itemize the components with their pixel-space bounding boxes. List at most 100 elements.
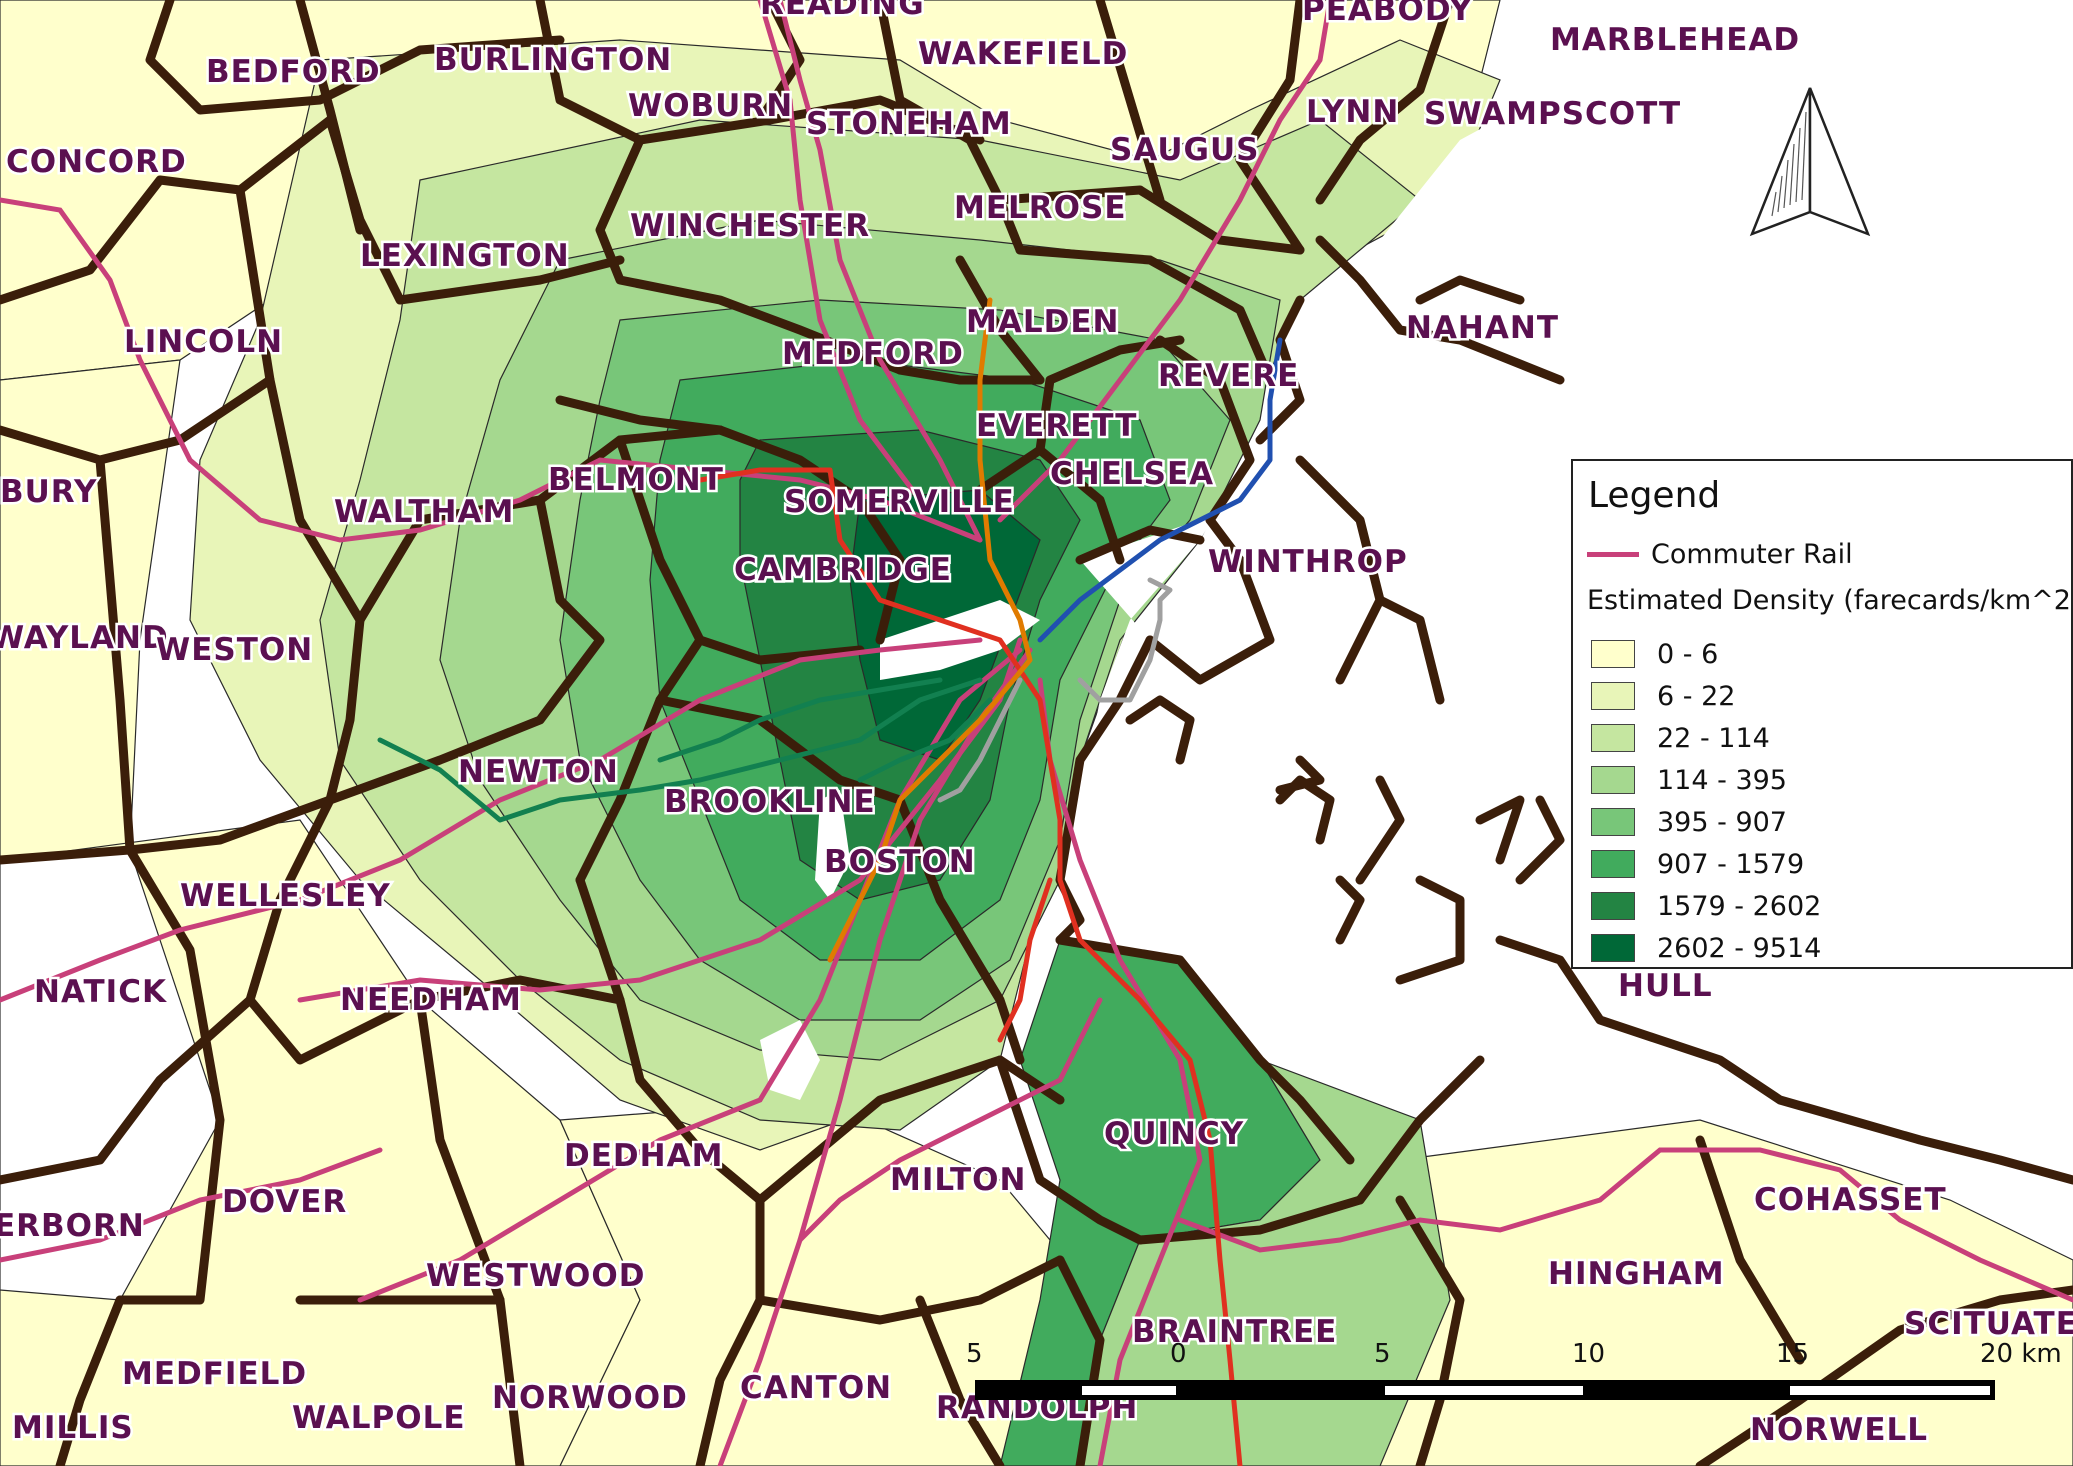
town-label: SWAMPSCOTT	[1424, 96, 1681, 132]
town-label: NORWOOD	[492, 1380, 688, 1416]
legend-swatch	[1591, 808, 1635, 836]
scale-bar: 5 0 5 10 15 20 km	[966, 1339, 2062, 1400]
town-label: BRAINTREE	[1132, 1314, 1337, 1350]
legend-swatch	[1591, 850, 1635, 878]
scale-tick-label: 5	[966, 1339, 983, 1369]
town-label: WESTON	[156, 632, 313, 668]
legend-class: 907 - 1579	[1591, 843, 1821, 885]
town-label: MARBLEHEAD	[1550, 22, 1800, 58]
town-label: EVERETT	[976, 408, 1137, 444]
legend-swatch	[1591, 724, 1635, 752]
town-label: WINTHROP	[1208, 544, 1408, 580]
town-label: BOSTON	[824, 844, 976, 880]
town-label: BURLINGTON	[434, 42, 672, 78]
north-arrow-icon	[1749, 87, 1871, 237]
legend-class-label: 22 - 114	[1657, 722, 1770, 754]
town-label: MELROSE	[954, 190, 1127, 226]
legend-class: 395 - 907	[1591, 801, 1821, 843]
subway-lines	[377, 297, 1283, 1466]
town-label: LEXINGTON	[360, 238, 570, 274]
town-label: DEDHAM	[564, 1138, 723, 1174]
legend-classes: 0 - 6 6 - 22 22 - 114 114 - 395 395 - 90…	[1591, 633, 1821, 969]
town-label: BEDFORD	[206, 54, 381, 90]
town-label: BURY	[0, 474, 97, 510]
town-label: CANTON	[740, 1370, 892, 1406]
legend-swatch	[1591, 682, 1635, 710]
town-label: PEABODY	[1302, 0, 1473, 28]
scale-tick-label: 15	[1776, 1339, 1809, 1369]
legend-class: 2602 - 9514	[1591, 927, 1821, 969]
town-label: CONCORD	[6, 144, 187, 180]
legend-title: Legend	[1588, 475, 1721, 516]
scale-tick-label: 10	[1572, 1339, 1605, 1369]
town-label: MILLIS	[12, 1410, 134, 1446]
legend-swatch	[1591, 640, 1635, 668]
red-line	[697, 467, 1243, 1466]
town-label: READING	[760, 0, 925, 22]
town-label: COHASSET	[1754, 1182, 1947, 1218]
silver-line	[937, 577, 1173, 803]
town-label: HINGHAM	[1548, 1256, 1725, 1292]
legend-class: 6 - 22	[1591, 675, 1821, 717]
town-label: NORWELL	[1750, 1412, 1928, 1448]
town-label: SOMERVILLE	[784, 484, 1015, 520]
blue-line	[1037, 337, 1283, 643]
town-label: NATICK	[34, 974, 167, 1010]
legend-density-title: Estimated Density (farecards/km^2)	[1587, 585, 2073, 616]
map-legend: Legend Commuter Rail Estimated Density (…	[1571, 459, 2073, 969]
town-label: NAHANT	[1406, 310, 1559, 346]
town-label: CAMBRIDGE	[734, 552, 952, 588]
town-label: DOVER	[222, 1184, 347, 1220]
rail-greenbush	[1177, 1147, 2073, 1303]
town-label: QUINCY	[1104, 1116, 1244, 1152]
legend-class-label: 0 - 6	[1657, 638, 1719, 670]
legend-class-label: 2602 - 9514	[1657, 932, 1822, 964]
rail-haverhill	[757, 0, 923, 503]
town-label: WESTWOOD	[426, 1258, 645, 1294]
town-label: REVERE	[1158, 358, 1299, 394]
rail-worcester	[0, 637, 983, 1003]
legend-class-label: 6 - 22	[1657, 680, 1736, 712]
legend-rail-entry: Commuter Rail	[1587, 539, 1853, 570]
town-label: NEEDHAM	[340, 982, 522, 1018]
town-label: WELLESLEY	[180, 878, 391, 914]
town-label: MALDEN	[966, 304, 1119, 340]
legend-class-label: 395 - 907	[1657, 806, 1787, 838]
commuter-rail-swatch	[1587, 552, 1639, 557]
orange-line	[827, 297, 1033, 963]
region-outer-west	[0, 359, 181, 861]
town-label: SCITUATE	[1904, 1306, 2073, 1342]
green-line-b	[657, 677, 943, 763]
green-line-e	[857, 697, 993, 783]
legend-class: 1579 - 2602	[1591, 885, 1821, 927]
town-label: CHELSEA	[1050, 456, 1214, 492]
legend-swatch	[1591, 892, 1635, 920]
legend-class-label: 1579 - 2602	[1657, 890, 1822, 922]
scale-tick-label: 5	[1374, 1339, 1391, 1369]
water-reservoir	[760, 1020, 820, 1100]
town-label: STONEHAM	[806, 106, 1012, 142]
legend-swatch	[1591, 934, 1635, 962]
town-label: WOBURN	[628, 88, 793, 124]
town-label: MILTON	[890, 1162, 1026, 1198]
legend-class: 114 - 395	[1591, 759, 1821, 801]
town-label: SAUGUS	[1110, 132, 1259, 168]
rail-lowell	[777, 0, 983, 543]
town-label: LYNN	[1306, 94, 1399, 130]
rail-fairmount	[797, 997, 1103, 1243]
rail-west	[0, 1147, 383, 1263]
rail-fitchburg	[0, 197, 983, 543]
town-label: MEDFIELD	[122, 1356, 307, 1392]
legend-class: 22 - 114	[1591, 717, 1821, 759]
town-label: BROOKLINE	[664, 784, 876, 820]
town-label: MEDFORD	[782, 336, 964, 372]
town-label: WINCHESTER	[630, 208, 870, 244]
legend-class-label: 907 - 1579	[1657, 848, 1805, 880]
legend-swatch	[1591, 766, 1635, 794]
town-label: WAKEFIELD	[918, 36, 1128, 72]
rail-middleborough	[1037, 677, 1203, 1466]
